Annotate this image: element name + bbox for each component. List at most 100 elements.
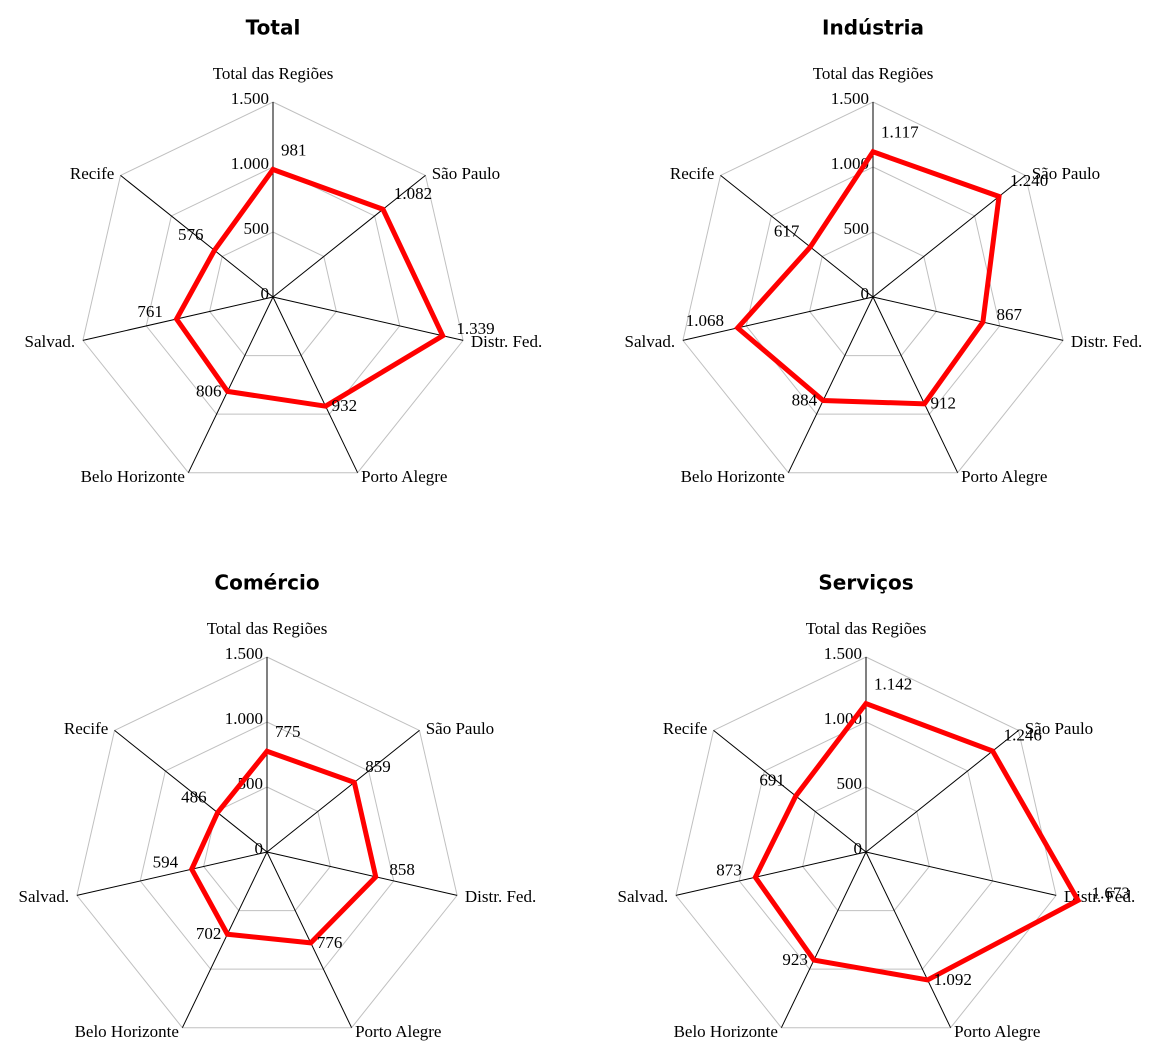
category-label: Belo Horizonte <box>674 1022 778 1041</box>
spoke <box>872 296 959 473</box>
category-label: Recife <box>670 164 714 183</box>
category-label: Porto Alegre <box>355 1022 441 1041</box>
category-label: Total das Regiões <box>813 64 934 83</box>
chart-title: Comércio <box>214 571 319 595</box>
spoke <box>872 175 1026 298</box>
grid-ring <box>209 231 337 357</box>
category-label: São Paulo <box>1025 719 1093 738</box>
data-label: 1.142 <box>874 674 912 693</box>
data-label: 1.117 <box>881 123 919 142</box>
spoke <box>120 175 274 298</box>
data-line <box>734 148 1002 407</box>
spoke <box>181 851 268 1028</box>
grid-ring <box>745 166 1001 415</box>
tick-label: 0 <box>255 839 264 858</box>
spoke <box>266 851 353 1028</box>
spoke <box>865 851 1057 896</box>
data-label: 1.339 <box>456 319 494 338</box>
category-label: Recife <box>663 719 707 738</box>
grid-ring <box>802 786 930 912</box>
category-label: Recife <box>70 164 114 183</box>
category-label: Distr. Fed. <box>1071 332 1142 351</box>
tick-label: 1.500 <box>225 644 263 663</box>
category-label: Total das Regiões <box>806 619 927 638</box>
chart-title: Total <box>246 16 301 40</box>
spoke <box>272 296 464 341</box>
category-label: Porto Alegre <box>961 467 1047 486</box>
tick-label: 500 <box>244 219 270 238</box>
tick-label: 1.000 <box>231 154 269 173</box>
spoke <box>272 175 426 298</box>
category-label: São Paulo <box>426 719 494 738</box>
spoke <box>865 730 1019 853</box>
grid-ring <box>145 166 401 415</box>
spoke <box>114 730 268 853</box>
spoke <box>272 296 359 473</box>
data-label: 858 <box>389 860 415 879</box>
data-label: 576 <box>178 225 204 244</box>
data-label: 594 <box>153 852 179 871</box>
data-label: 1.068 <box>686 311 724 330</box>
grid-ring <box>675 656 1057 1029</box>
chart-title: Indústria <box>822 16 924 40</box>
category-label: São Paulo <box>432 164 500 183</box>
data-label: 1.240 <box>1010 171 1048 190</box>
category-label: Distr. Fed. <box>465 887 536 906</box>
category-label: Distr. Fed. <box>471 332 542 351</box>
data-label: 981 <box>281 140 307 159</box>
spoke <box>675 851 867 896</box>
data-label: 1.246 <box>1004 726 1042 745</box>
data-label: 617 <box>774 222 800 241</box>
category-label: Salvad. <box>618 887 669 906</box>
category-label: Belo Horizonte <box>75 1022 179 1041</box>
data-label: 1.673 <box>1092 884 1130 903</box>
data-label: 702 <box>196 924 222 943</box>
data-label: 932 <box>332 396 358 415</box>
data-label: 691 <box>759 771 785 790</box>
spoke <box>76 851 268 896</box>
tick-label: 0 <box>854 839 863 858</box>
category-label: Total das Regiões <box>213 64 334 83</box>
spoke <box>780 851 867 1028</box>
grid-ring <box>682 101 1064 474</box>
tick-label: 500 <box>844 219 870 238</box>
data-label: 923 <box>782 950 808 969</box>
spoke <box>682 296 874 341</box>
spoke <box>865 851 952 1028</box>
data-label: 867 <box>997 305 1023 324</box>
category-label: Belo Horizonte <box>681 467 785 486</box>
data-label: 775 <box>275 722 301 741</box>
category-label: Distr. Fed. <box>1064 887 1135 906</box>
grid-ring <box>82 101 464 474</box>
data-label: 776 <box>317 933 343 952</box>
tick-label: 1.500 <box>824 644 862 663</box>
chart-title: Serviços <box>818 571 913 595</box>
spoke <box>187 296 274 473</box>
category-label: Recife <box>64 719 108 738</box>
spoke <box>266 730 420 853</box>
data-line <box>188 748 379 946</box>
category-label: Belo Horizonte <box>81 467 185 486</box>
category-label: Porto Alegre <box>954 1022 1040 1041</box>
category-label: Salvad. <box>625 332 676 351</box>
spoke <box>720 175 874 298</box>
category-label: São Paulo <box>1032 164 1100 183</box>
data-label: 806 <box>196 381 222 400</box>
data-label: 1.082 <box>394 184 432 203</box>
data-label: 912 <box>931 394 957 413</box>
category-label: Porto Alegre <box>361 467 447 486</box>
spoke <box>713 730 867 853</box>
data-label: 859 <box>365 757 391 776</box>
grid-ring <box>76 656 458 1029</box>
grid-ring <box>139 721 395 970</box>
data-label: 761 <box>137 302 163 321</box>
tick-label: 500 <box>837 774 863 793</box>
tick-label: 0 <box>261 284 270 303</box>
data-line <box>752 700 1082 983</box>
data-label: 486 <box>181 787 207 806</box>
tick-label: 1.500 <box>831 89 869 108</box>
grid-ring <box>809 231 937 357</box>
category-label: Salvad. <box>19 887 70 906</box>
data-label: 884 <box>792 390 818 409</box>
